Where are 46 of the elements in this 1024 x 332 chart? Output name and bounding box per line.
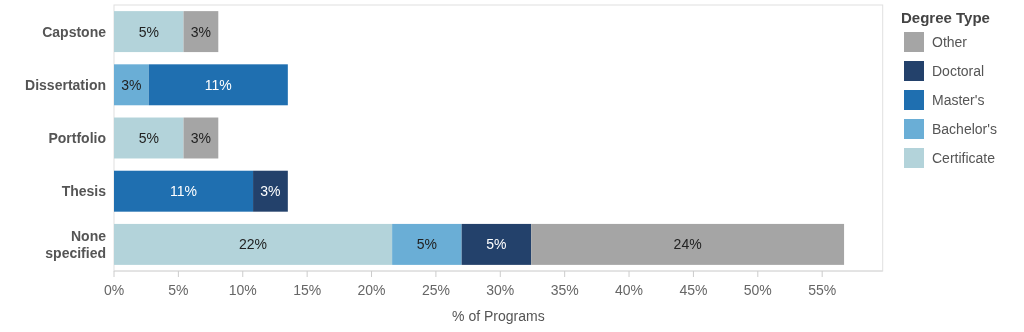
bar (531, 223, 845, 265)
x-tick-label: 55% (808, 282, 837, 298)
y-tick-label: Thesis (61, 183, 107, 200)
x-tick-label: 35% (550, 282, 579, 298)
bar (148, 64, 288, 106)
data-label: 5% (138, 23, 159, 40)
y-tick-label: Capstone (42, 23, 107, 40)
bar (114, 170, 254, 212)
bar (114, 11, 184, 53)
y-tick-label: Dissertation (25, 76, 106, 93)
data-label: 11% (170, 183, 198, 200)
x-tick-label: 5% (168, 282, 189, 298)
legend-label: Certificate (932, 149, 996, 166)
legend-label: Master's (932, 91, 985, 108)
data-label: 5% (416, 236, 438, 253)
legend-label: Other (932, 33, 968, 50)
bar (461, 223, 532, 265)
bar (114, 223, 393, 265)
data-label: 5% (138, 129, 159, 146)
x-tick-label: 30% (486, 282, 515, 298)
x-tick-label: 40% (615, 282, 644, 298)
data-label: 24% (673, 236, 702, 253)
x-tick-label: 50% (743, 282, 772, 298)
x-tick-label: 25% (421, 282, 450, 298)
y-tick-label: None specified (45, 227, 107, 261)
x-tick-label: 20% (357, 282, 386, 298)
bar (114, 117, 184, 159)
x-axis-title: % of Programs (452, 308, 545, 324)
legend-label: Bachelor's (932, 120, 997, 137)
x-tick-label: 45% (679, 282, 708, 298)
bar (392, 223, 462, 265)
bar (253, 170, 288, 212)
x-tick-label: 15% (293, 282, 322, 298)
legend-label: Doctoral (932, 62, 985, 79)
legend-title: Degree Type (901, 9, 990, 26)
data-label: 22% (239, 236, 268, 253)
data-label: 3% (190, 23, 212, 40)
x-tick-label: 0% (103, 282, 125, 298)
data-label: 3% (260, 183, 281, 200)
bar (114, 64, 149, 106)
x-tick-label: 10% (228, 282, 257, 298)
data-label: 11% (204, 76, 232, 93)
y-tick-label: Portfolio (48, 129, 106, 146)
data-label: 3% (190, 129, 212, 146)
data-label: 3% (121, 76, 142, 93)
data-label: 5% (486, 236, 507, 253)
